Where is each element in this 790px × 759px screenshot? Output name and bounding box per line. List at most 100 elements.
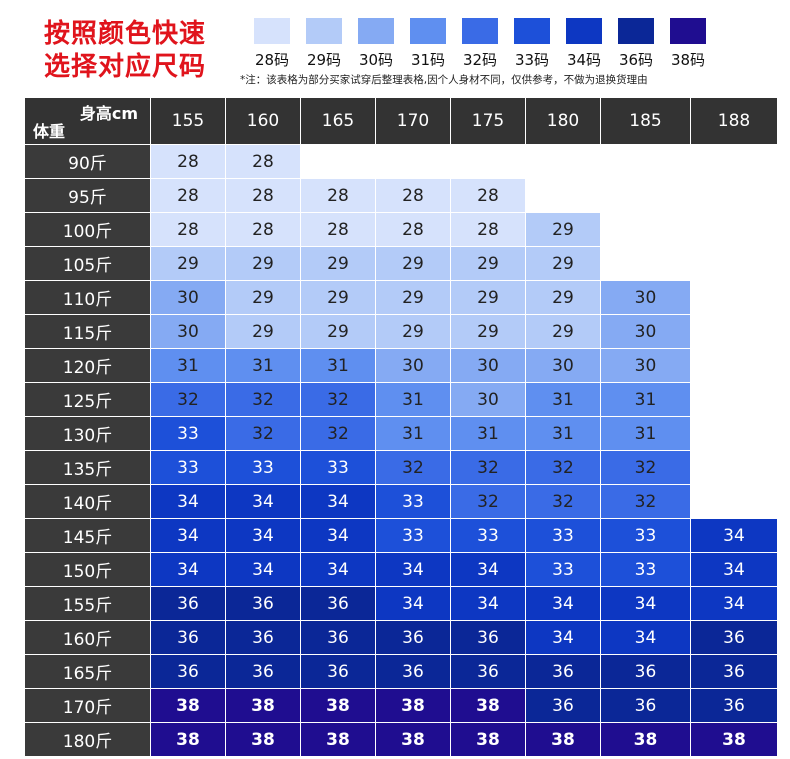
size-cell: 33 xyxy=(150,416,226,451)
size-cell: 34 xyxy=(225,484,301,519)
size-cell: 31 xyxy=(375,416,451,451)
row-label: 125斤 xyxy=(24,382,151,417)
size-cell: 29 xyxy=(225,246,301,281)
legend-label: 34码 xyxy=(566,51,602,69)
row-label: 115斤 xyxy=(24,314,151,349)
size-cell: 36 xyxy=(690,620,778,655)
size-cell: 38 xyxy=(450,688,526,723)
table-row: 145斤 34 34 34 33 33 33 33 34 xyxy=(24,518,778,553)
size-cell: 28 xyxy=(225,178,301,213)
size-cell xyxy=(690,484,778,519)
size-cell xyxy=(690,212,778,247)
legend-item: 32码 xyxy=(454,18,506,70)
size-cell: 36 xyxy=(225,654,301,689)
row-label: 90斤 xyxy=(24,144,151,179)
size-cell: 32 xyxy=(600,450,691,485)
size-cell: 32 xyxy=(300,416,376,451)
row-label: 160斤 xyxy=(24,620,151,655)
size-cell: 33 xyxy=(150,450,226,485)
size-cell xyxy=(690,178,778,213)
legend-item: 28码 xyxy=(246,18,298,70)
column-header: 160 xyxy=(225,97,301,145)
size-cell: 30 xyxy=(375,348,451,383)
row-label: 135斤 xyxy=(24,450,151,485)
size-cell: 31 xyxy=(375,382,451,417)
size-cell: 36 xyxy=(300,654,376,689)
table-row: 105斤 29 29 29 29 29 29 xyxy=(24,246,778,281)
row-label: 140斤 xyxy=(24,484,151,519)
row-label: 130斤 xyxy=(24,416,151,451)
legend-item: 31码 xyxy=(402,18,454,70)
size-cell: 34 xyxy=(690,552,778,587)
size-cell: 29 xyxy=(450,280,526,315)
size-cell: 38 xyxy=(525,722,601,757)
size-cell: 32 xyxy=(525,450,601,485)
size-cell: 32 xyxy=(525,484,601,519)
title: 按照颜色快速 选择对应尺码 xyxy=(44,18,206,84)
size-cell: 36 xyxy=(225,620,301,655)
size-cell: 36 xyxy=(600,654,691,689)
size-cell xyxy=(300,144,376,179)
size-cell: 36 xyxy=(690,688,778,723)
size-cell: 28 xyxy=(300,178,376,213)
size-cell: 34 xyxy=(150,552,226,587)
size-cell xyxy=(690,450,778,485)
size-cell: 34 xyxy=(525,586,601,621)
size-cell: 28 xyxy=(225,144,301,179)
table-row: 120斤 31 31 31 30 30 30 30 xyxy=(24,348,778,383)
corner-bottom: 体重 xyxy=(33,122,66,141)
size-cell xyxy=(690,382,778,417)
row-label: 95斤 xyxy=(24,178,151,213)
legend-swatch xyxy=(670,18,706,44)
size-cell: 38 xyxy=(450,722,526,757)
size-cell: 31 xyxy=(300,348,376,383)
table-row: 170斤 38 38 38 38 38 36 36 36 xyxy=(24,688,778,723)
size-cell xyxy=(690,144,778,179)
size-cell: 31 xyxy=(450,416,526,451)
size-cell: 38 xyxy=(225,688,301,723)
size-cell: 36 xyxy=(150,620,226,655)
row-label: 145斤 xyxy=(24,518,151,553)
size-cell: 32 xyxy=(375,450,451,485)
legend-label: 31码 xyxy=(410,51,446,69)
size-cell: 38 xyxy=(375,722,451,757)
legend-label: 32码 xyxy=(462,51,498,69)
size-cell: 29 xyxy=(525,212,601,247)
size-cell: 29 xyxy=(450,314,526,349)
size-cell: 36 xyxy=(600,688,691,723)
legend-label: 33码 xyxy=(514,51,550,69)
legend-swatch xyxy=(306,18,342,44)
size-cell: 33 xyxy=(600,552,691,587)
size-cell xyxy=(525,178,601,213)
size-cell xyxy=(690,314,778,349)
size-cell: 33 xyxy=(525,552,601,587)
size-cell: 34 xyxy=(600,620,691,655)
size-cell: 38 xyxy=(600,722,691,757)
size-cell: 38 xyxy=(225,722,301,757)
table-row: 125斤 32 32 32 31 30 31 31 xyxy=(24,382,778,417)
size-cell: 32 xyxy=(225,416,301,451)
size-cell: 36 xyxy=(690,654,778,689)
size-cell: 36 xyxy=(300,586,376,621)
size-cell: 32 xyxy=(225,382,301,417)
legend-label: 36码 xyxy=(618,51,654,69)
size-cell: 29 xyxy=(225,314,301,349)
table-row: 110斤 30 29 29 29 29 29 30 xyxy=(24,280,778,315)
size-cell: 31 xyxy=(150,348,226,383)
size-cell: 32 xyxy=(600,484,691,519)
size-cell: 30 xyxy=(600,280,691,315)
size-cell: 34 xyxy=(450,552,526,587)
size-cell: 34 xyxy=(300,484,376,519)
legend-swatch xyxy=(254,18,290,44)
column-header: 165 xyxy=(300,97,376,145)
column-header: 170 xyxy=(375,97,451,145)
size-cell: 36 xyxy=(300,620,376,655)
size-cell: 38 xyxy=(375,688,451,723)
row-label: 105斤 xyxy=(24,246,151,281)
table-row: 130斤 33 32 32 31 31 31 31 xyxy=(24,416,778,451)
size-cell: 36 xyxy=(375,620,451,655)
size-cell: 30 xyxy=(450,348,526,383)
size-cell xyxy=(690,280,778,315)
size-cell: 30 xyxy=(600,314,691,349)
size-cell: 28 xyxy=(150,212,226,247)
